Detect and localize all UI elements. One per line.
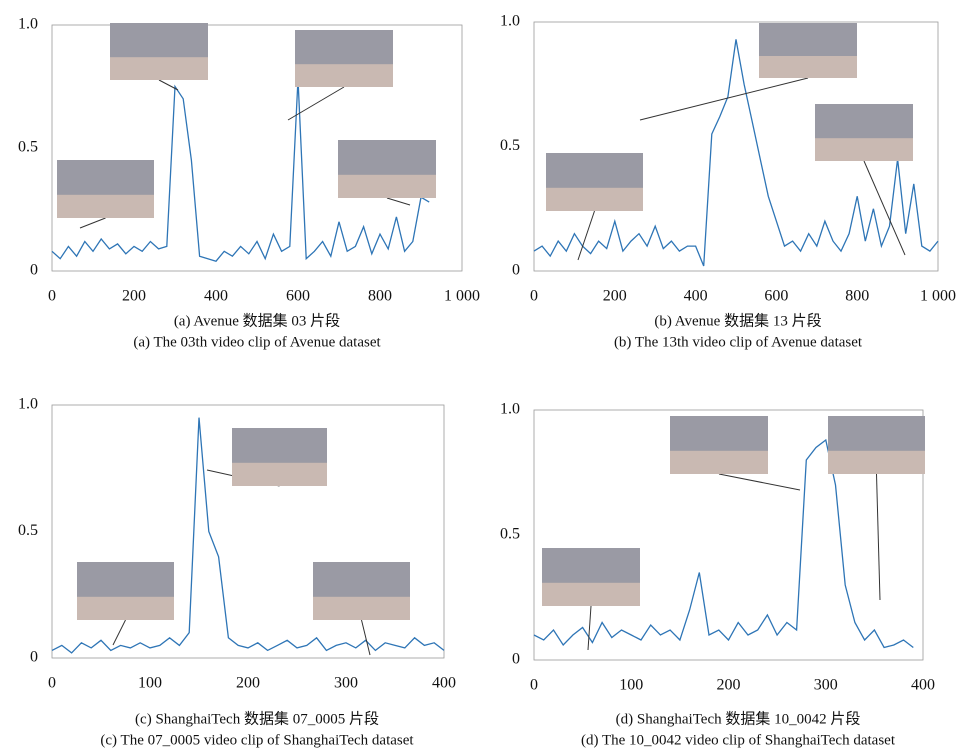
caption-en: (b) The 13th video clip of Avenue datase… — [614, 334, 863, 350]
x-tick-label: 600 — [764, 288, 788, 305]
thumbnail-ground — [828, 450, 925, 474]
y-tick-label: 0.5 — [18, 522, 38, 539]
x-tick-label: 800 — [845, 288, 869, 305]
plot-frame — [51, 404, 445, 659]
score-line — [51, 79, 430, 262]
pointer-line — [386, 197, 411, 206]
pointer-line — [587, 605, 592, 651]
caption-en: (a) The 03th video clip of Avenue datase… — [133, 334, 381, 350]
pointer-line — [863, 160, 906, 256]
caption-en: (d) The 10_0042 video clip of ShanghaiTe… — [581, 732, 896, 748]
x-tick-label: 400 — [204, 288, 228, 305]
x-tick-label: 0 — [48, 675, 56, 692]
pointer-line — [287, 86, 345, 121]
x-tick-label: 100 — [619, 677, 643, 694]
y-tick-label: 1.0 — [500, 401, 520, 418]
y-tick-label: 1.0 — [18, 396, 38, 413]
x-tick-label: 100 — [138, 675, 162, 692]
thumbnail-ground — [110, 57, 208, 80]
pointer-line — [718, 473, 801, 491]
plot-frame — [533, 409, 924, 661]
y-tick-label: 0.5 — [18, 139, 38, 156]
x-tick-label: 200 — [603, 288, 627, 305]
thumbnail-ground — [77, 596, 174, 620]
thumbnail-ground — [815, 138, 913, 161]
y-tick-label: 0.5 — [500, 137, 520, 154]
thumbnail-ground — [313, 596, 410, 620]
caption-cn: (a) Avenue 数据集 03 片段 — [174, 312, 340, 329]
plot-frame — [533, 21, 939, 272]
caption-cn: (d) ShanghaiTech 数据集 10_0042 片段 — [616, 710, 861, 727]
pointer-line — [577, 210, 595, 261]
x-tick-label: 0 — [530, 288, 538, 305]
score-line — [51, 417, 445, 654]
x-tick-label: 1 000 — [444, 288, 480, 305]
y-tick-label: 0 — [30, 262, 38, 279]
thumbnail-ground — [57, 194, 154, 218]
pointer-line — [112, 619, 126, 646]
x-tick-label: 800 — [368, 288, 392, 305]
thumbnail-ground — [338, 174, 436, 198]
x-tick-label: 0 — [530, 677, 538, 694]
pointer-line — [639, 77, 809, 121]
thumbnail-ground — [670, 450, 768, 474]
y-tick-label: 0 — [512, 651, 520, 668]
caption-cn: (b) Avenue 数据集 13 片段 — [654, 312, 821, 329]
y-tick-label: 0 — [30, 649, 38, 666]
plot-frame — [51, 24, 463, 272]
x-tick-label: 400 — [684, 288, 708, 305]
pointer-line — [79, 217, 106, 229]
x-tick-label: 600 — [286, 288, 310, 305]
x-tick-label: 300 — [814, 677, 838, 694]
thumbnail-ground — [232, 462, 327, 486]
thumbnail-ground — [759, 56, 857, 78]
x-tick-label: 200 — [122, 288, 146, 305]
x-tick-label: 400 — [432, 675, 456, 692]
x-tick-label: 200 — [717, 677, 741, 694]
pointer-line — [361, 619, 371, 656]
y-tick-label: 1.0 — [500, 13, 520, 30]
thumbnail-ground — [295, 64, 393, 87]
x-tick-label: 200 — [236, 675, 260, 692]
y-tick-label: 0 — [512, 262, 520, 279]
caption-cn: (c) ShanghaiTech 数据集 07_0005 片段 — [135, 710, 379, 727]
thumbnail-ground — [546, 187, 643, 211]
x-tick-label: 400 — [911, 677, 935, 694]
y-tick-label: 0.5 — [500, 526, 520, 543]
y-tick-label: 1.0 — [18, 16, 38, 33]
thumbnail-ground — [542, 582, 640, 606]
x-tick-label: 1 000 — [920, 288, 956, 305]
x-tick-label: 0 — [48, 288, 56, 305]
score-line — [533, 39, 939, 267]
pointer-line — [876, 473, 881, 601]
caption-en: (c) The 07_0005 video clip of ShanghaiTe… — [100, 732, 414, 748]
score-line — [533, 438, 914, 649]
pointer-line — [158, 79, 179, 91]
x-tick-label: 300 — [334, 675, 358, 692]
